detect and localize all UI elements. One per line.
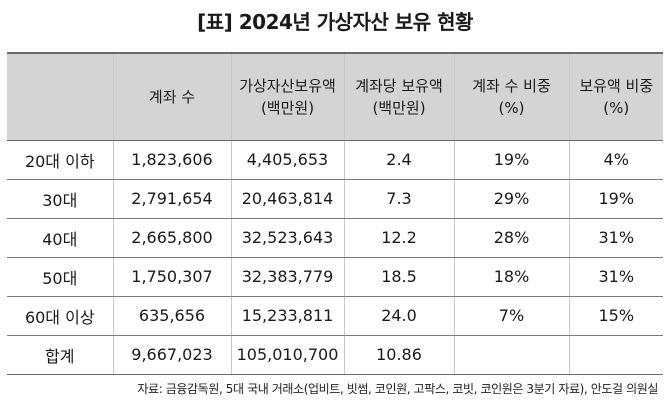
header-holdings-share: 보유액 비중 (%) (568, 52, 663, 141)
cell-account-share: 18% (453, 257, 569, 297)
cell-age: 20대 이하 (7, 140, 113, 180)
header-holdings-share-line1: 보유액 비중 (579, 76, 654, 95)
table-row: 30대 2,791,654 20,463,814 7.3 29% 19% (7, 179, 663, 219)
cell-accounts: 2,791,654 (112, 179, 231, 219)
table-row: 20대 이하 1,823,606 4,405,653 2.4 19% 4% (7, 140, 663, 180)
cell-per-account: 10.86 (343, 335, 454, 375)
cell-holdings-share: 31% (568, 218, 663, 258)
cell-per-account: 18.5 (343, 257, 454, 297)
cell-holdings: 32,383,779 (230, 257, 344, 297)
cell-holdings-share: 4% (568, 140, 663, 180)
document-title: [표] 2024년 가상자산 보유 현황 (197, 10, 473, 34)
cell-holdings-share (568, 335, 663, 375)
table-header-row: 계좌 수 가상자산보유액 (백만원) 계좌당 보유액 (백만원) 계좌 수 비중… (7, 52, 663, 141)
cell-per-account: 7.3 (343, 179, 454, 219)
cell-holdings: 105,010,700 (230, 335, 344, 375)
cell-accounts: 9,667,023 (112, 335, 231, 375)
crypto-holdings-table: 계좌 수 가상자산보유액 (백만원) 계좌당 보유액 (백만원) 계좌 수 비중… (7, 52, 663, 375)
cell-holdings: 4,405,653 (230, 140, 344, 180)
cell-holdings-share: 19% (568, 179, 663, 219)
cell-account-share (453, 335, 569, 375)
header-per-account-line1: 계좌당 보유액 (355, 76, 443, 95)
cell-per-account: 12.2 (343, 218, 454, 258)
cell-per-account: 2.4 (343, 140, 454, 180)
cell-age: 40대 (7, 218, 113, 258)
header-account-share: 계좌 수 비중 (%) (453, 52, 569, 141)
header-holdings-line1: 가상자산보유액 (239, 76, 336, 95)
table-row: 40대 2,665,800 32,523,643 12.2 28% 31% (7, 218, 663, 258)
cell-account-share: 28% (453, 218, 569, 258)
header-holdings-line2: (백만원) (260, 98, 315, 117)
cell-accounts: 2,665,800 (112, 218, 231, 258)
header-per-account-line2: (백만원) (372, 98, 426, 117)
cell-holdings-share: 31% (568, 257, 663, 297)
cell-age: 합계 (7, 335, 113, 375)
cell-holdings: 32,523,643 (230, 218, 344, 258)
source-note: 자료: 금융감독원, 5대 국내 거래소(업비트, 빗썸, 코인원, 고팍스, … (137, 382, 658, 396)
cell-accounts: 1,750,307 (112, 257, 231, 297)
cell-account-share: 29% (453, 179, 569, 219)
cell-holdings-share: 15% (568, 296, 663, 336)
header-account-share-line1: 계좌 수 비중 (472, 76, 551, 95)
table-row: 50대 1,750,307 32,383,779 18.5 18% 31% (7, 257, 663, 297)
table-row: 60대 이상 635,656 15,233,811 24.0 7% 15% (7, 296, 663, 336)
header-account-share-line2: (%) (498, 98, 525, 117)
cell-holdings: 20,463,814 (230, 179, 344, 219)
cell-accounts: 635,656 (112, 296, 231, 336)
cell-account-share: 7% (453, 296, 569, 336)
cell-per-account: 24.0 (343, 296, 454, 336)
cell-age: 30대 (7, 179, 113, 219)
cell-age: 50대 (7, 257, 113, 297)
cell-accounts: 1,823,606 (112, 140, 231, 180)
cell-age: 60대 이상 (7, 296, 113, 336)
header-accounts: 계좌 수 (112, 52, 231, 141)
cell-account-share: 19% (453, 140, 569, 180)
header-holdings-share-line2: (%) (603, 98, 630, 117)
header-holdings: 가상자산보유액 (백만원) (230, 52, 344, 141)
header-accounts-label: 계좌 수 (148, 87, 196, 106)
header-per-account: 계좌당 보유액 (백만원) (343, 52, 454, 141)
cell-holdings: 15,233,811 (230, 296, 344, 336)
header-age (7, 52, 113, 141)
table-total-row: 합계 9,667,023 105,010,700 10.86 (7, 335, 663, 375)
